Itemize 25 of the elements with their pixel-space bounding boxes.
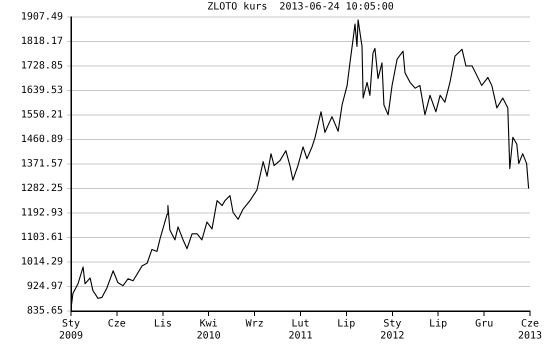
x-tick-label: Cze (108, 318, 126, 330)
chart-title: ZLOTO kurs 2013-06-24 10:05:00 (207, 2, 394, 13)
x-tick-label: Sty 2012 (380, 318, 404, 342)
y-tick-label: 924.97 (26, 281, 63, 292)
y-tick-label: 1282.25 (20, 183, 63, 194)
y-tick-label: 1192.93 (20, 208, 63, 219)
x-tick-label: Lut 2011 (288, 318, 313, 342)
x-tick-label: Kwi 2010 (196, 318, 221, 342)
y-tick-label: 835.65 (26, 306, 63, 317)
x-tick-label: Cze 2013 (518, 318, 542, 342)
x-tick-label: Wrz (246, 318, 264, 330)
y-tick-label: 1371.57 (20, 158, 63, 170)
x-tick-label: Lip (429, 318, 448, 330)
y-tick-label: 1907.49 (20, 12, 63, 23)
y-tick-label: 1014.29 (20, 256, 63, 268)
x-tick-label: Sty 2009 (58, 318, 84, 342)
y-tick-label: 1818.17 (20, 36, 63, 48)
y-tick-label: 1639.53 (20, 85, 63, 96)
x-tick-label: Gru (475, 318, 494, 330)
x-tick-label: Lis (154, 318, 172, 330)
y-tick-label: 1728.85 (20, 60, 63, 72)
y-tick-label: 1460.89 (20, 134, 63, 146)
y-tick-label: 1103.61 (20, 232, 63, 244)
x-tick-label: Lip (337, 318, 356, 330)
y-tick-label: 1550.21 (20, 110, 63, 121)
